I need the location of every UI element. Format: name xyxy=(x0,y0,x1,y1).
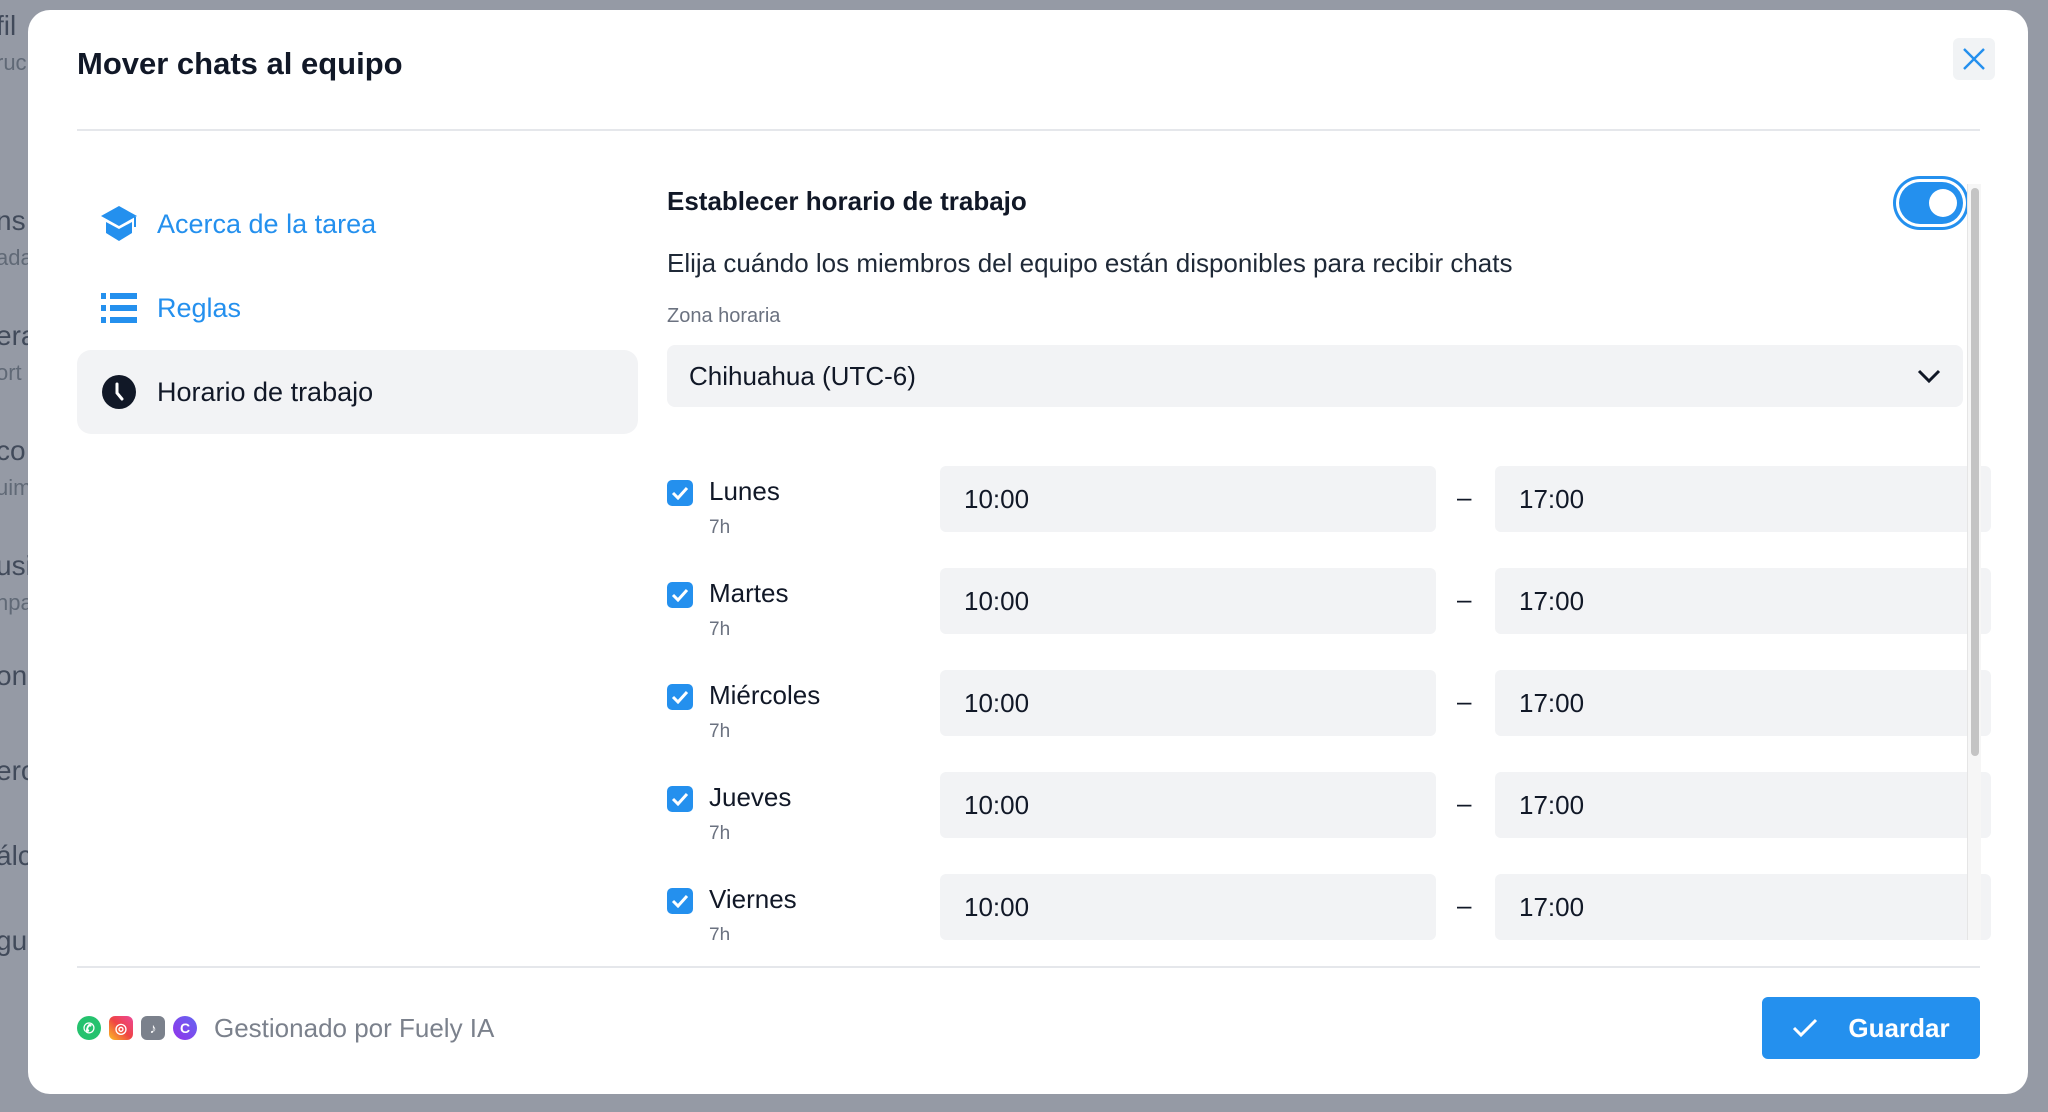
save-label: Guardar xyxy=(1848,1012,1950,1043)
managed-by-text: Gestionado por Fuely IA xyxy=(214,1013,495,1043)
save-button[interactable]: Guardar xyxy=(1762,997,1980,1059)
end-time-input[interactable]: 17:00 xyxy=(1495,466,1991,532)
sidebar-item-label: Acerca de la tarea xyxy=(157,208,377,239)
clock-icon xyxy=(99,372,139,412)
background-text-fragment: ada xyxy=(0,245,33,270)
start-time-input[interactable]: 10:00 xyxy=(940,670,1436,736)
check-icon xyxy=(671,486,689,500)
time-separator: – xyxy=(1457,482,1472,512)
channel-icons: ✆ ◎ ♪ C xyxy=(77,1016,197,1040)
background-text-fragment: ort xyxy=(0,360,22,385)
start-time-input[interactable]: 10:00 xyxy=(940,466,1436,532)
end-time-input[interactable]: 17:00 xyxy=(1495,670,1991,736)
day-row: Lunes 7h 10:00 – 17:00 xyxy=(667,466,1991,550)
list-icon xyxy=(99,288,139,328)
background-text-fragment: npa xyxy=(0,590,33,615)
check-icon xyxy=(671,690,689,704)
schedule-toggle[interactable] xyxy=(1899,182,1963,224)
day-checkbox[interactable] xyxy=(667,480,693,506)
background-text-fragment: ns xyxy=(0,205,26,236)
sidebar-item-label: Horario de trabajo xyxy=(157,376,374,407)
sidebar-item-label: Reglas xyxy=(157,292,242,323)
section-title: Establecer horario de trabajo xyxy=(667,186,1027,216)
day-hours: 7h xyxy=(709,721,731,742)
day-row: Miércoles 7h 10:00 – 17:00 xyxy=(667,670,1991,754)
tiktok-icon: ♪ xyxy=(141,1016,165,1040)
footer-divider xyxy=(77,966,1980,968)
instagram-icon: ◎ xyxy=(109,1016,133,1040)
background-text-fragment: gu xyxy=(0,925,28,956)
check-icon xyxy=(671,894,689,908)
day-checkbox[interactable] xyxy=(667,888,693,914)
timezone-value: Chihuahua (UTC-6) xyxy=(689,360,916,391)
graduation-cap-icon xyxy=(99,204,139,244)
day-hours: 7h xyxy=(709,925,731,940)
scrollbar-thumb[interactable] xyxy=(1971,188,1979,756)
day-checkbox[interactable] xyxy=(667,582,693,608)
modal-title: Mover chats al equipo xyxy=(77,46,403,81)
time-separator: – xyxy=(1457,788,1472,818)
header-divider xyxy=(77,129,1980,131)
background-text-fragment: uim xyxy=(0,475,32,500)
day-name: Martes xyxy=(709,578,789,608)
timezone-select[interactable]: Chihuahua (UTC-6) xyxy=(667,345,1963,407)
end-time-input[interactable]: 17:00 xyxy=(1495,772,1991,838)
section-description: Elija cuándo los miembros del equipo est… xyxy=(667,248,1513,278)
day-row: Martes 7h 10:00 – 17:00 xyxy=(667,568,1991,652)
check-icon xyxy=(671,588,689,602)
close-button[interactable] xyxy=(1953,38,1995,80)
day-name: Viernes xyxy=(709,884,797,914)
background-text-fragment: ruc xyxy=(0,50,27,75)
check-icon xyxy=(671,792,689,806)
end-time-input[interactable]: 17:00 xyxy=(1495,568,1991,634)
time-separator: – xyxy=(1457,890,1472,920)
time-separator: – xyxy=(1457,686,1472,716)
day-checkbox[interactable] xyxy=(667,786,693,812)
chevron-down-icon xyxy=(1917,369,1941,384)
start-time-input[interactable]: 10:00 xyxy=(940,772,1436,838)
end-time-input[interactable]: 17:00 xyxy=(1495,874,1991,940)
whatsapp-icon: ✆ xyxy=(77,1016,101,1040)
scrollbar[interactable] xyxy=(1967,184,1981,940)
time-separator: – xyxy=(1457,584,1472,614)
background-text-fragment: usi xyxy=(0,550,32,581)
day-name: Jueves xyxy=(709,782,792,812)
schedule-panel: Establecer horario de trabajo Elija cuán… xyxy=(667,170,1992,940)
sidebar-item-work-schedule[interactable]: Horario de trabajo xyxy=(77,350,638,434)
check-icon xyxy=(1793,1018,1818,1038)
background-text-fragment: co xyxy=(0,435,26,466)
day-hours: 7h xyxy=(709,619,731,640)
move-chats-modal: Mover chats al equipo Acerca de la tarea… xyxy=(28,10,2028,1094)
day-row: Viernes 7h 10:00 – 17:00 xyxy=(667,874,1991,940)
day-name: Miércoles xyxy=(709,680,821,710)
timezone-label: Zona horaria xyxy=(667,305,781,327)
day-checkbox[interactable] xyxy=(667,684,693,710)
start-time-input[interactable]: 10:00 xyxy=(940,874,1436,940)
day-hours: 7h xyxy=(709,517,731,538)
background-text-fragment: álc xyxy=(0,840,32,871)
background-text-fragment: fil xyxy=(0,10,17,41)
sidebar-nav: Acerca de la tarea Reglas Horario de tra… xyxy=(77,182,638,434)
close-icon xyxy=(1963,48,1985,70)
sidebar-item-rules[interactable]: Reglas xyxy=(77,266,638,350)
day-row: Jueves 7h 10:00 – 17:00 xyxy=(667,772,1991,856)
day-name: Lunes xyxy=(709,476,780,506)
day-hours: 7h xyxy=(709,823,731,844)
chat-c-icon: C xyxy=(173,1016,197,1040)
start-time-input[interactable]: 10:00 xyxy=(940,568,1436,634)
sidebar-item-about[interactable]: Acerca de la tarea xyxy=(77,182,638,266)
